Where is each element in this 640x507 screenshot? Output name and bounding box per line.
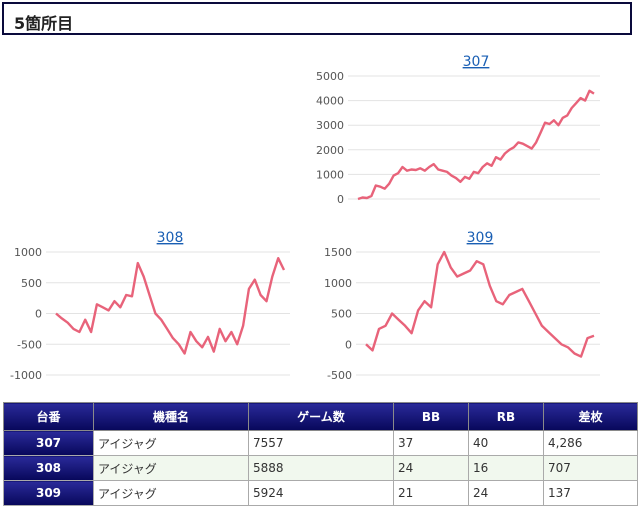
section-title: 5箇所目 (14, 14, 74, 33)
y-tick-label: 1000 (14, 246, 42, 259)
y-tick-label: -500 (17, 338, 42, 351)
table-header-row: 台番 機種名 ゲーム数 BB RB 差枚 (3, 402, 638, 431)
y-tick-label: 1000 (316, 168, 344, 181)
cell-model: アイジャグ (93, 480, 249, 506)
table-row: 307 アイジャグ 7557 37 40 4,286 (3, 430, 638, 456)
y-tick-label: 5000 (316, 70, 344, 83)
table-row: 309 アイジャグ 5924 21 24 137 (3, 480, 638, 506)
cell-rb: 16 (468, 455, 544, 481)
cell-model: アイジャグ (93, 455, 249, 481)
y-tick-label: -1000 (10, 369, 42, 382)
cell-games: 5888 (248, 455, 394, 481)
col-header-number: 台番 (3, 402, 94, 431)
series-line (357, 89, 595, 201)
cell-bb: 21 (393, 480, 469, 506)
col-header-bb: BB (393, 402, 469, 431)
y-tick-label: 3000 (316, 119, 344, 132)
chart-308: 308 1000 500 0 -500 -1000 (0, 226, 300, 382)
data-table: 台番 機種名 ゲーム数 BB RB 差枚 307 アイジャグ 7557 37 4… (3, 402, 638, 506)
cell-rb: 40 (468, 430, 544, 456)
y-tick-label: 500 (21, 277, 42, 290)
cell-games: 5924 (248, 480, 394, 506)
y-tick-label: 1000 (324, 277, 352, 290)
chart-title: 308 (157, 230, 184, 246)
col-header-model: 機種名 (93, 402, 249, 431)
col-header-games: ゲーム数 (248, 402, 394, 431)
series-line (365, 250, 595, 358)
cell-model: アイジャグ (93, 430, 249, 456)
chart-title: 309 (467, 230, 494, 246)
cell-diff: 4,286 (543, 430, 638, 456)
chart-svg: 308 1000 500 0 -500 -1000 (10, 230, 290, 382)
cell-number: 307 (3, 430, 94, 456)
col-header-rb: RB (468, 402, 544, 431)
y-tick-label: 1500 (324, 246, 352, 259)
section-header: 5箇所目 (2, 2, 632, 35)
cell-diff: 707 (543, 455, 638, 481)
y-tick-label: -500 (327, 369, 352, 382)
chart-309: 309 1500 1000 500 0 -500 (310, 226, 610, 382)
cell-diff: 137 (543, 480, 638, 506)
chart-svg: 309 1500 1000 500 0 -500 (324, 230, 600, 382)
y-tick-label: 0 (35, 308, 42, 321)
cell-bb: 24 (393, 455, 469, 481)
y-tick-label: 4000 (316, 95, 344, 108)
y-tick-label: 0 (337, 193, 344, 206)
col-header-diff: 差枚 (543, 402, 638, 431)
y-tick-label: 500 (331, 308, 352, 321)
table-row: 308 アイジャグ 5888 24 16 707 (3, 455, 638, 481)
cell-games: 7557 (248, 430, 394, 456)
cell-number: 308 (3, 455, 94, 481)
y-tick-label: 2000 (316, 144, 344, 157)
chart-307: 307 5000 4000 3000 2000 1000 0 (310, 50, 610, 206)
cell-rb: 24 (468, 480, 544, 506)
cell-bb: 37 (393, 430, 469, 456)
chart-title: 307 (463, 54, 490, 70)
y-tick-label: 0 (345, 338, 352, 351)
chart-svg: 307 5000 4000 3000 2000 1000 0 (316, 54, 600, 206)
series-line (55, 257, 286, 355)
cell-number: 309 (3, 480, 94, 506)
